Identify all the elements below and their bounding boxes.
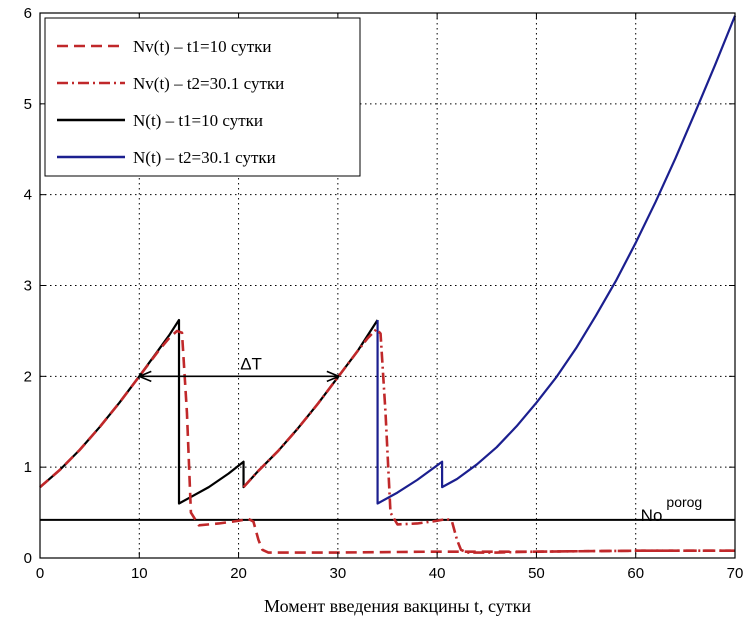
y-tick-label: 0	[24, 550, 32, 567]
legend-box	[44, 17, 361, 177]
legend-label-1: Nv(t) – t2=30.1 сутки	[133, 74, 284, 93]
y-tick-label: 1	[24, 459, 32, 476]
legend-label-3: N(t) – t2=30.1 сутки	[133, 148, 276, 167]
series-line-2	[39, 318, 379, 505]
threshold-label-main: No	[641, 506, 663, 525]
series-line-1	[242, 327, 735, 554]
y-tick-label: 4	[24, 187, 32, 204]
tick-labels: 0 10 20 30 40 50 60 70 0 1 2 3 4 5 6	[24, 5, 744, 582]
interval-arrowhead-right	[326, 370, 340, 383]
legend-label-2: N(t) – t1=10 сутки	[133, 111, 263, 130]
x-tick-label: 50	[528, 565, 545, 582]
x-tick-label: 30	[330, 565, 347, 582]
threshold-label: Noporog	[641, 494, 703, 525]
x-tick-label: 60	[627, 565, 644, 582]
x-tick-label: 70	[727, 565, 744, 582]
x-axis-label: Момент введения вакцины t, сутки	[264, 596, 531, 616]
x-tick-label: 10	[131, 565, 148, 582]
annotation-layer: ΔT	[138, 354, 340, 383]
x-tick-label: 40	[429, 565, 446, 582]
interval-label: ΔT	[240, 354, 262, 373]
x-tick-label: 20	[230, 565, 247, 582]
legend-label-0: Nv(t) – t1=10 сутки	[133, 37, 272, 56]
threshold: Noporog	[40, 494, 735, 525]
x-tick-label: 0	[36, 565, 44, 582]
ticks	[39, 12, 736, 559]
y-tick-label: 6	[24, 5, 32, 22]
series-layer	[39, 15, 737, 554]
y-tick-label: 5	[24, 96, 32, 113]
y-tick-label: 2	[24, 368, 32, 385]
series-line-3	[376, 15, 737, 505]
y-tick-label: 3	[24, 278, 32, 295]
legend: Nv(t) – t1=10 сутки Nv(t) – t2=30.1 сутки…	[44, 17, 361, 177]
threshold-label-sup: porog	[666, 494, 702, 510]
series-line-0	[39, 329, 735, 554]
interval-arrowhead-left	[138, 370, 152, 383]
